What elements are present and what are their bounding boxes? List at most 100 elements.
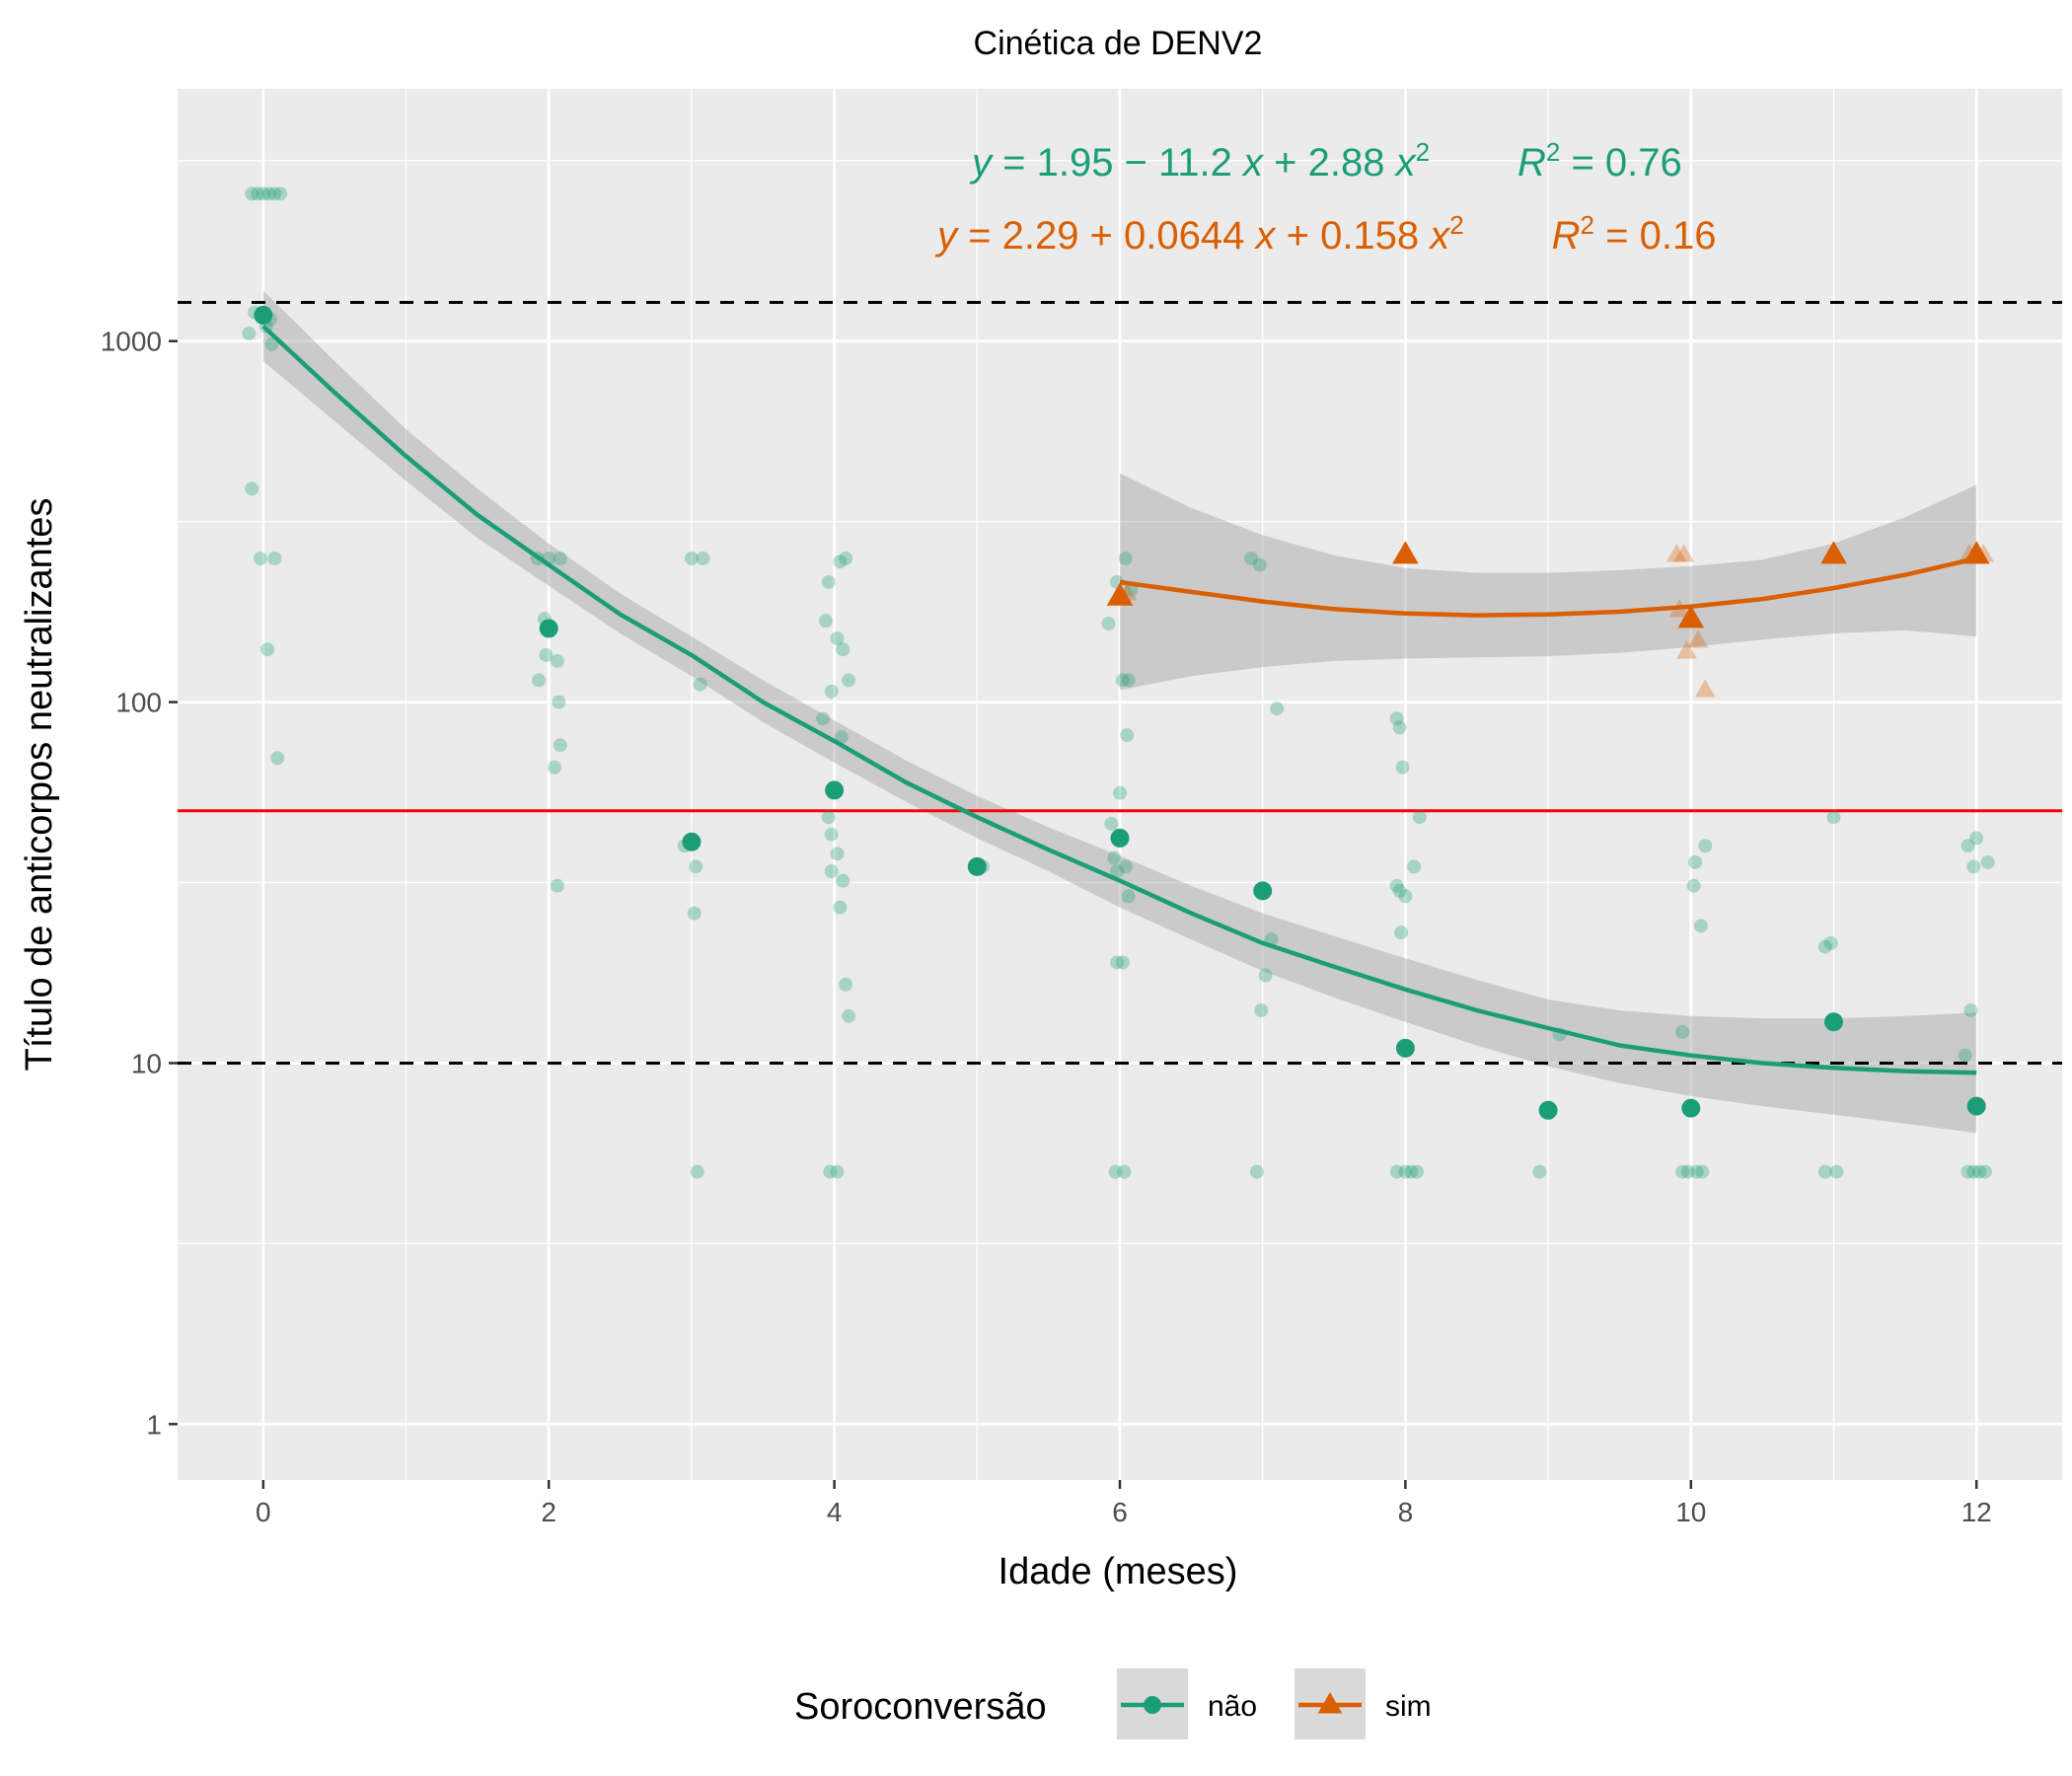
mean-point: [1395, 1038, 1415, 1058]
raw-point: [548, 760, 561, 775]
x-tick-label: 8: [1398, 1497, 1414, 1527]
x-tick-label: 0: [256, 1497, 271, 1527]
raw-point: [687, 906, 702, 921]
raw-point: [539, 647, 554, 662]
raw-point: [1826, 810, 1841, 825]
raw-point: [1107, 851, 1122, 865]
raw-point: [1675, 1024, 1690, 1039]
mean-point: [1677, 605, 1705, 629]
x-axis-title: Idade (meses): [999, 1551, 1238, 1592]
raw-point: [1694, 679, 1716, 698]
raw-point: [1665, 544, 1687, 562]
raw-points: [242, 186, 1995, 1179]
raw-point: [836, 642, 851, 657]
confidence-ribbon: [1120, 473, 1977, 691]
raw-point: [684, 552, 699, 566]
raw-point: [1980, 854, 1995, 869]
mean-point: [1106, 582, 1134, 606]
raw-point: [273, 186, 288, 201]
raw-point: [833, 900, 848, 915]
raw-point: [1389, 1164, 1404, 1179]
raw-point: [1687, 629, 1709, 648]
raw-point: [1693, 919, 1708, 933]
raw-point: [1689, 1164, 1704, 1179]
raw-point: [260, 642, 275, 657]
fit-lines: [261, 324, 1977, 1075]
fit-equation: y = 2.29 + 0.0644 x + 0.158 x2 R2 = 0.16: [934, 210, 1716, 258]
raw-point: [245, 186, 259, 201]
raw-point: [1532, 1164, 1547, 1179]
raw-point: [245, 481, 259, 496]
raw-point: [1110, 864, 1125, 879]
raw-point: [550, 878, 564, 893]
raw-point: [833, 555, 848, 569]
raw-point: [1117, 1164, 1132, 1179]
raw-point: [553, 738, 567, 753]
raw-point: [696, 552, 710, 566]
raw-point: [1817, 1164, 1832, 1179]
mean-point: [1823, 1012, 1843, 1032]
raw-point: [1115, 955, 1130, 970]
raw-point: [689, 859, 703, 874]
raw-point: [532, 673, 547, 688]
mean-point: [1681, 1098, 1701, 1118]
raw-point: [1118, 552, 1133, 566]
mean-point: [1962, 541, 1990, 564]
raw-point: [842, 1008, 856, 1023]
raw-point: [1104, 816, 1119, 831]
raw-point: [1392, 883, 1407, 898]
raw-point: [1412, 810, 1427, 825]
y-tick-label: 1000: [101, 327, 162, 357]
raw-point: [1118, 859, 1133, 874]
raw-point: [267, 186, 282, 201]
raw-point: [1695, 1164, 1710, 1179]
fit-equations: y = 1.95 − 11.2 x + 2.88 x2 R2 = 0.76 y =…: [934, 137, 1716, 258]
raw-point: [1258, 968, 1273, 983]
raw-point: [1829, 1164, 1844, 1179]
legend-title: Soroconversão: [794, 1686, 1047, 1728]
raw-point: [1673, 544, 1695, 562]
raw-point: [1121, 673, 1136, 688]
mean-point: [825, 780, 845, 800]
mean-point: [1966, 1096, 1986, 1116]
mean-point: [1392, 541, 1419, 564]
raw-point: [1823, 935, 1838, 950]
raw-point: [839, 977, 853, 992]
raw-point: [821, 810, 836, 825]
raw-point: [1961, 1164, 1975, 1179]
raw-point: [242, 326, 257, 340]
raw-point: [839, 552, 853, 566]
raw-point: [1115, 673, 1130, 688]
x-tick-label: 10: [1675, 1497, 1706, 1527]
raw-point: [1108, 1164, 1123, 1179]
raw-point: [1817, 939, 1832, 954]
x-tick-label: 4: [827, 1497, 843, 1527]
raw-point: [1675, 1164, 1690, 1179]
mean-point: [1538, 1100, 1558, 1120]
raw-point: [1252, 557, 1267, 572]
confidence-ribbons: [262, 290, 1977, 1134]
raw-point: [1254, 1002, 1269, 1017]
raw-point: [816, 711, 831, 726]
legend-label: sim: [1385, 1690, 1432, 1723]
mean-point: [682, 832, 702, 851]
legend-key-marker: [1144, 1696, 1161, 1714]
raw-point: [270, 751, 285, 766]
raw-point: [1961, 839, 1975, 853]
mean-point: [1110, 828, 1130, 848]
raw-point: [1972, 1164, 1987, 1179]
raw-point: [824, 864, 839, 879]
raw-point: [1244, 552, 1259, 566]
raw-point: [1398, 889, 1413, 904]
raw-point: [1698, 839, 1713, 853]
raw-point: [836, 873, 851, 888]
mean-points: [254, 305, 1990, 1120]
raw-point: [693, 677, 707, 692]
raw-point: [1977, 1164, 1992, 1179]
raw-point: [1113, 785, 1127, 800]
raw-point: [821, 574, 836, 589]
raw-point: [818, 614, 833, 629]
reference-lines: [178, 301, 2062, 1065]
mean-point: [539, 619, 558, 638]
